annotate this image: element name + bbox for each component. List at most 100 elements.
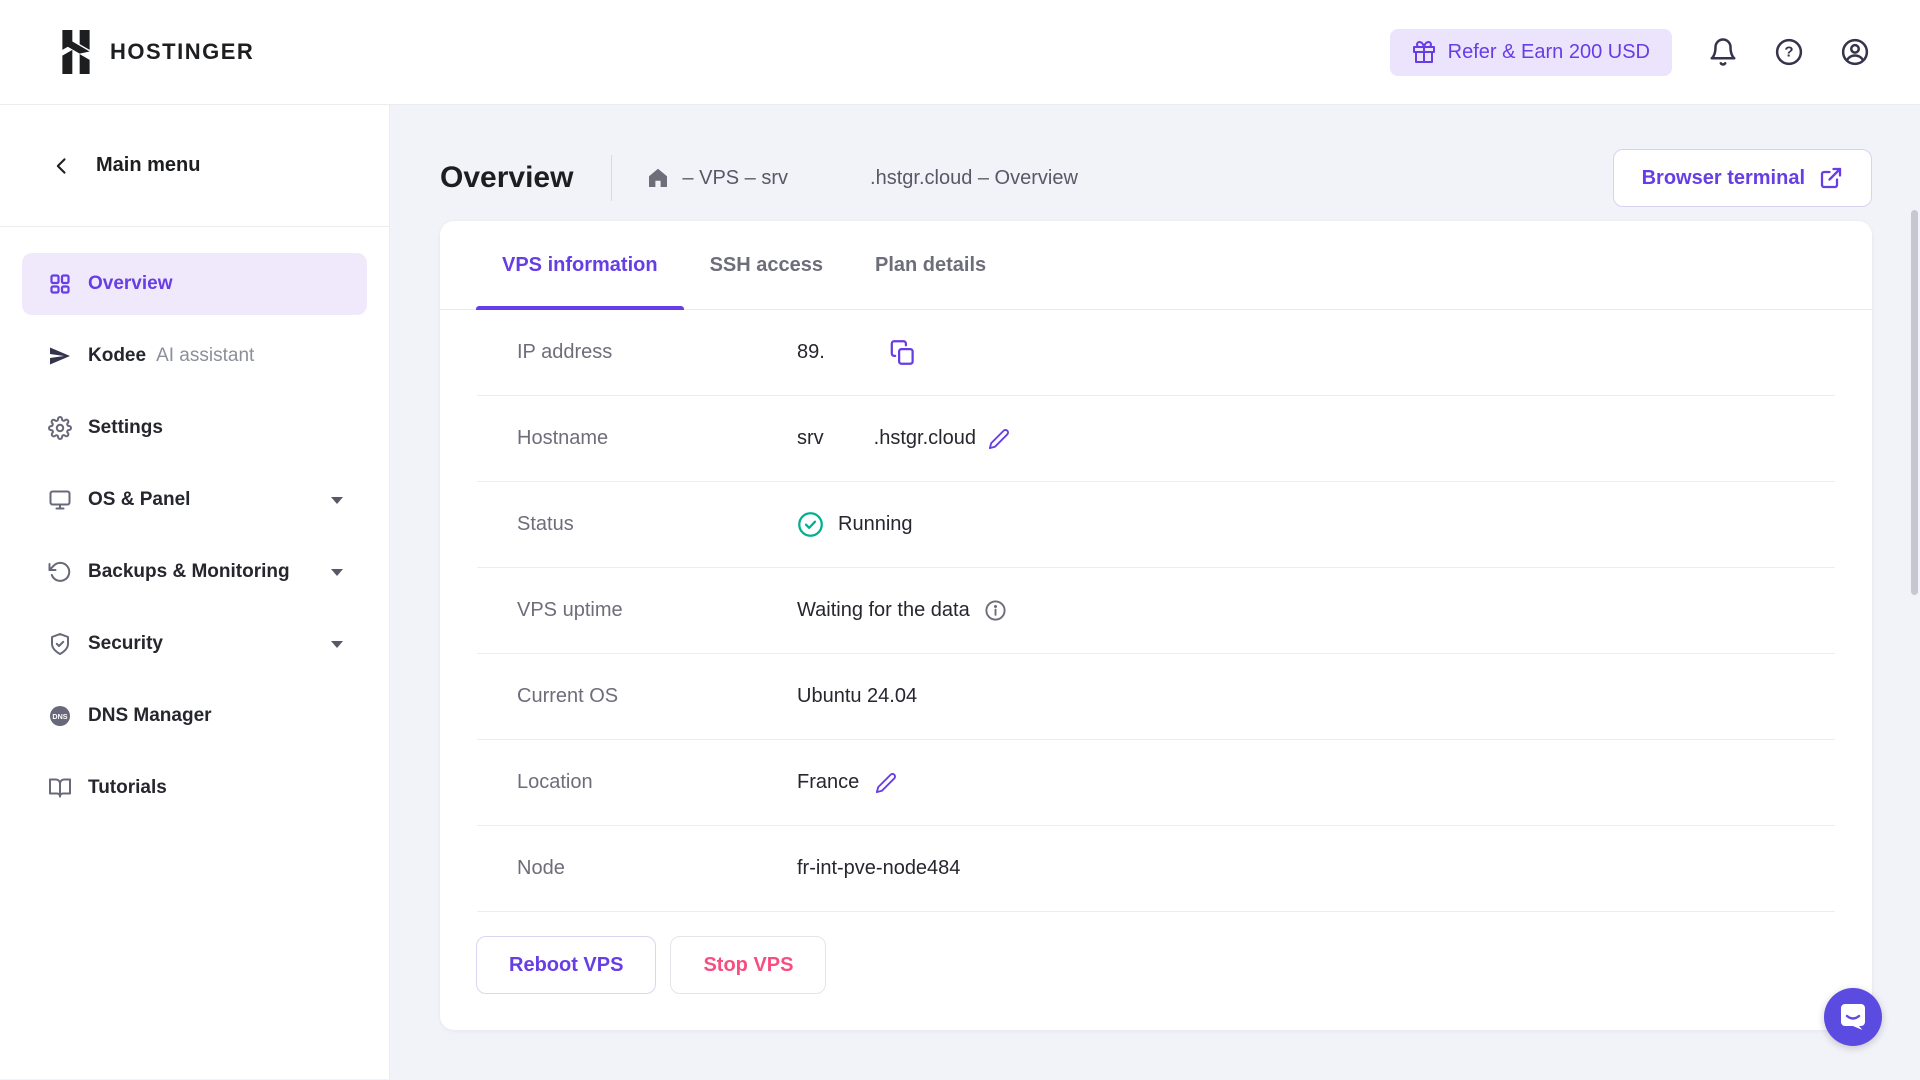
- tab-ssh-access[interactable]: SSH access: [684, 221, 849, 309]
- sidebar-item-label: Backups & Monitoring: [88, 561, 290, 582]
- dashboard-icon: [48, 272, 72, 296]
- refer-earn-button[interactable]: Refer & Earn 200 USD: [1389, 28, 1672, 76]
- pencil-icon: [875, 772, 897, 794]
- copy-icon: [889, 339, 916, 366]
- chat-bubble-icon: [1838, 1003, 1868, 1031]
- refer-earn-label: Refer & Earn 200 USD: [1447, 40, 1650, 63]
- book-icon: [48, 776, 72, 800]
- help-button[interactable]: ?: [1774, 37, 1804, 67]
- brand-wordmark: HOSTINGER: [110, 39, 255, 64]
- current-os-value: Ubuntu 24.04: [797, 685, 918, 707]
- row-value: Ubuntu 24.04: [797, 685, 917, 708]
- browser-terminal-button[interactable]: Browser terminal: [1612, 149, 1872, 207]
- chevron-left-icon: [52, 156, 72, 176]
- breadcrumb-segment: .hstgr.cloud – Overview: [870, 166, 1078, 189]
- ip-address-value: 89.: [797, 341, 825, 363]
- sidebar-item-dns-manager[interactable]: DNS DNS Manager: [22, 685, 367, 747]
- notifications-button[interactable]: [1708, 37, 1738, 67]
- node-value: fr-int-pve-node484: [797, 857, 961, 879]
- bell-icon: [1708, 37, 1738, 67]
- chevron-down-icon: [331, 496, 343, 504]
- main-menu-back[interactable]: Main menu: [0, 105, 389, 227]
- shield-icon: [48, 632, 72, 656]
- gear-icon: [48, 416, 72, 440]
- monitor-icon: [48, 488, 72, 512]
- row-value: Waiting for the data: [797, 599, 1007, 622]
- scrollbar[interactable]: [1911, 210, 1918, 595]
- sidebar-item-settings[interactable]: Settings: [22, 397, 367, 459]
- tab-vps-information[interactable]: VPS information: [476, 221, 684, 310]
- table-row-ip-address: IP address 89.: [477, 310, 1835, 396]
- sidebar-item-security[interactable]: Security: [22, 613, 367, 675]
- sidebar-item-tutorials[interactable]: Tutorials: [22, 757, 367, 819]
- chat-widget-button[interactable]: [1824, 988, 1882, 1046]
- sidebar-item-label: Kodee: [88, 345, 147, 366]
- help-icon: ?: [1774, 37, 1804, 67]
- sidebar: Main menu Overview: [0, 105, 390, 1079]
- table-row-vps-uptime: VPS uptime Waiting for the data: [477, 568, 1835, 654]
- sidebar-item-label: Security: [88, 633, 163, 654]
- row-label: Status: [517, 513, 574, 535]
- chevron-down-icon: [331, 640, 343, 648]
- uptime-value: Waiting for the data: [797, 599, 970, 621]
- sidebar-item-os-panel[interactable]: OS & Panel: [22, 469, 367, 531]
- sidebar-item-suffix: AI assistant: [156, 345, 255, 366]
- breadcrumb-segment: – VPS – srv: [682, 166, 789, 189]
- sidebar-item-label: OS & Panel: [88, 489, 191, 510]
- table-row-status: Status Running: [477, 482, 1835, 568]
- tab-bar: VPS information SSH access Plan details: [440, 221, 1872, 310]
- browser-terminal-label: Browser terminal: [1641, 166, 1805, 189]
- chevron-down-icon: [331, 568, 343, 576]
- row-value: srv .hstgr.cloud: [797, 427, 1010, 450]
- restore-icon: [48, 560, 72, 584]
- table-row-current-os: Current OS Ubuntu 24.04: [477, 654, 1835, 740]
- sidebar-item-kodee[interactable]: Kodee AI assistant: [22, 325, 367, 387]
- row-value: fr-int-pve-node484: [797, 857, 960, 880]
- sidebar-item-overview[interactable]: Overview: [22, 253, 367, 315]
- table-row-node: Node fr-int-pve-node484: [477, 826, 1835, 912]
- sidebar-item-label: Overview: [88, 273, 173, 294]
- stop-vps-button[interactable]: Stop VPS: [670, 936, 827, 994]
- row-label: VPS uptime: [517, 599, 623, 621]
- edit-hostname-button[interactable]: [988, 428, 1010, 450]
- sidebar-item-backups-monitoring[interactable]: Backups & Monitoring: [22, 541, 367, 603]
- sidebar-item-label: Tutorials: [88, 777, 167, 798]
- hostinger-h-icon: [58, 30, 94, 74]
- hostname-value: srv: [797, 427, 824, 449]
- profile-button[interactable]: [1840, 37, 1870, 67]
- edit-location-button[interactable]: [875, 772, 897, 794]
- divider: [611, 155, 613, 201]
- row-label: Hostname: [517, 427, 609, 449]
- vps-info-card: VPS information SSH access Plan details …: [440, 221, 1872, 1030]
- hostinger-logo[interactable]: HOSTINGER: [58, 30, 254, 74]
- location-value: France: [797, 771, 860, 793]
- row-value: France: [797, 771, 897, 794]
- page-title: Overview: [440, 161, 574, 194]
- sidebar-item-label: Settings: [88, 417, 163, 438]
- status-badge: Running: [838, 513, 913, 535]
- top-header: HOSTINGER Refer & Earn 200 USD: [0, 0, 1920, 105]
- info-icon[interactable]: [984, 599, 1007, 622]
- table-row-hostname: Hostname srv .hstgr.cloud: [477, 396, 1835, 482]
- row-label: Location: [517, 771, 593, 793]
- row-value: 89.: [797, 339, 916, 366]
- main-menu-label: Main menu: [96, 154, 201, 176]
- external-link-icon: [1819, 166, 1843, 190]
- row-label: IP address: [517, 341, 613, 363]
- check-circle-icon: [797, 511, 824, 538]
- breadcrumb: – VPS – srv .hstgr.cloud – Overview: [646, 166, 1078, 190]
- profile-icon: [1840, 37, 1870, 67]
- home-icon[interactable]: [646, 166, 670, 190]
- reboot-vps-button[interactable]: Reboot VPS: [476, 936, 657, 994]
- gift-icon: [1412, 40, 1436, 64]
- pencil-icon: [988, 428, 1010, 450]
- main-content: Overview – VPS – srv .hstgr.cloud – Over…: [390, 105, 1920, 1079]
- hostname-value-suffix: .hstgr.cloud: [873, 427, 976, 449]
- svg-text:?: ?: [1784, 43, 1793, 60]
- svg-text:DNS: DNS: [52, 712, 67, 721]
- kodee-icon: [48, 344, 72, 368]
- row-label: Current OS: [517, 685, 619, 707]
- tab-plan-details[interactable]: Plan details: [849, 221, 1012, 309]
- dns-globe-icon: DNS: [48, 704, 72, 728]
- copy-button[interactable]: [889, 339, 916, 366]
